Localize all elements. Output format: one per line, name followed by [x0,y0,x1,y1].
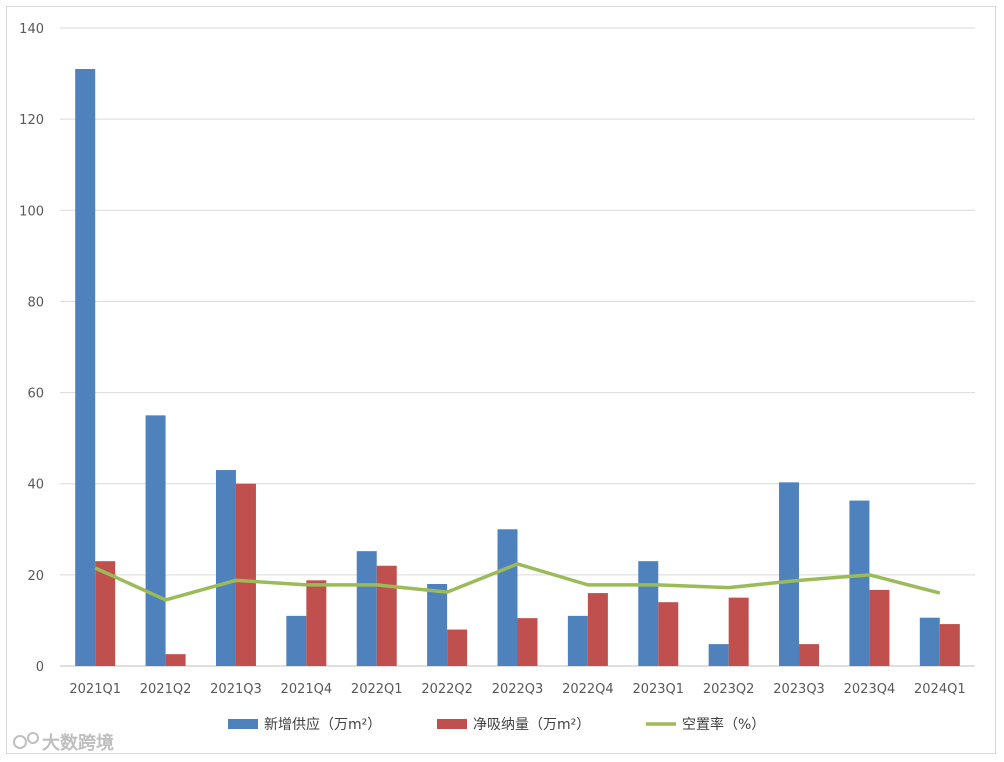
y-tick-label: 60 [27,387,44,402]
y-tick-label: 40 [27,478,44,493]
y-tick-label: 100 [19,204,44,219]
bar-absorption-2021Q2 [165,654,186,666]
x-tick-label: 2023Q4 [844,682,896,697]
bar-absorption-2022Q3 [517,618,538,666]
bar-absorption-2024Q1 [939,624,960,666]
x-tick-label: 2024Q1 [914,682,966,697]
x-tick-label: 2021Q4 [281,682,333,697]
vacancy-rate-line [94,562,941,602]
watermark-text: 大数跨境 [42,732,114,754]
legend-swatch [228,719,258,729]
bar-supply-2023Q1 [638,561,659,666]
bar-absorption-2022Q4 [587,593,608,666]
y-axis-ticks: 0 20 40 60 80 100 120 140 [19,22,44,675]
bar-supply-2023Q4 [849,500,870,666]
bar-supply-2022Q4 [567,615,588,666]
x-tick-label: 2022Q1 [351,682,403,697]
x-tick-label: 2022Q4 [562,682,614,697]
legend-label: 净吸纳量（万m²） [473,717,590,733]
line-series [94,562,941,602]
x-tick-label: 2022Q2 [421,682,473,697]
x-tick-label: 2021Q2 [140,682,192,697]
legend-label: 空置率（%） [682,716,765,733]
y-tick-label: 20 [27,569,44,584]
legend-label: 新增供应（万m²） [264,716,381,733]
bar-supply-2022Q3 [497,529,518,666]
bar-supply-2022Q2 [427,583,448,666]
x-tick-label: 2022Q3 [492,682,544,697]
bar-absorption-2021Q4 [306,580,327,666]
bar-absorption-2022Q2 [447,629,468,666]
legend: 新增供应（万m²） 净吸纳量（万m²） 空置率（%） [228,716,765,733]
bars [75,69,960,666]
x-tick-label: 2021Q3 [210,682,262,697]
x-tick-label: 2023Q2 [703,682,755,697]
y-tick-label: 140 [19,22,44,37]
bar-supply-2023Q2 [708,644,729,666]
x-axis-ticks: 2021Q1 2021Q2 2021Q3 2021Q4 2022Q1 2022Q2 2022… [69,682,965,697]
bar-absorption-2022Q1 [376,565,397,666]
bar-absorption-2021Q3 [235,483,256,666]
gridlines [60,27,975,667]
bar-supply-2021Q4 [286,615,307,666]
chart-frame [6,6,996,754]
bar-supply-2024Q1 [919,617,940,666]
bar-supply-2021Q2 [145,415,166,666]
bar-absorption-2023Q3 [799,644,820,666]
bar-absorption-2023Q2 [728,597,749,666]
legend-swatch [437,719,467,729]
y-tick-label: 120 [19,113,44,128]
bar-supply-2021Q1 [75,69,96,666]
bar-supply-2021Q3 [215,470,236,666]
bar-supply-2023Q3 [779,482,800,666]
watermark: 大数跨境 [13,732,114,754]
watermark-logo-icon [13,732,39,749]
bar-absorption-2023Q1 [658,602,679,666]
x-tick-label: 2023Q3 [773,682,825,697]
bar-absorption-2023Q4 [869,589,890,666]
bar-supply-2022Q1 [356,551,377,666]
y-tick-label: 0 [36,660,44,675]
y-tick-label: 80 [27,295,44,310]
x-tick-label: 2023Q1 [632,682,684,697]
x-tick-label: 2021Q1 [69,682,121,697]
bar-absorption-2021Q1 [95,561,116,666]
